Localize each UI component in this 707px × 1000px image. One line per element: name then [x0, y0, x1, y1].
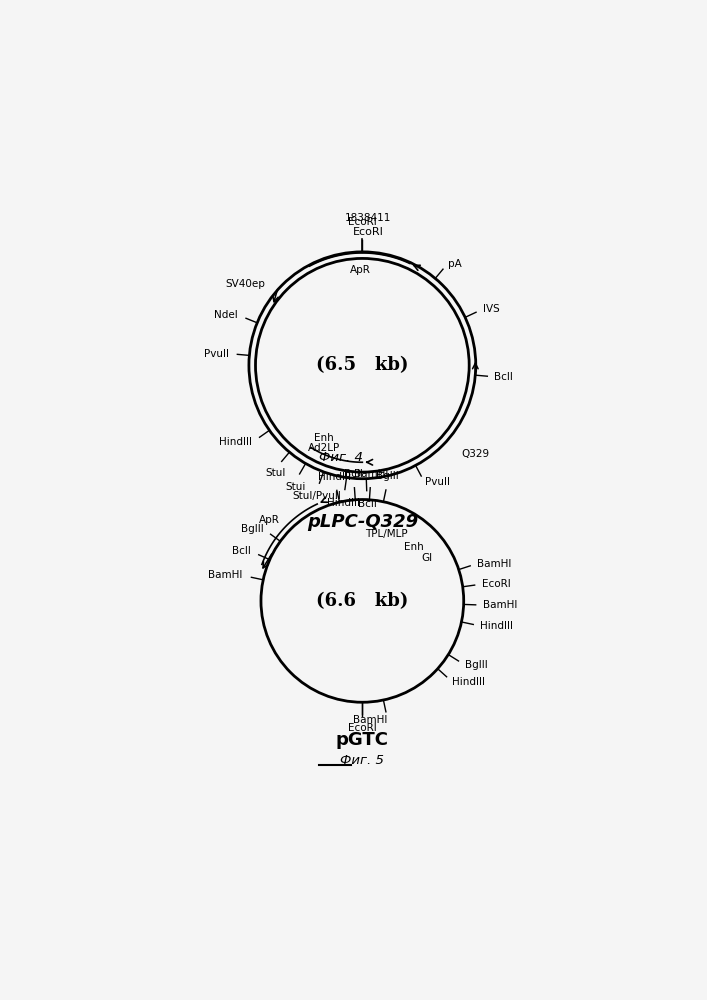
- Text: EcoRI: EcoRI: [348, 217, 377, 227]
- Text: HindIII: HindIII: [327, 498, 360, 508]
- Text: Pvull: Pvull: [204, 349, 228, 359]
- Text: BgIII: BgIII: [241, 524, 264, 534]
- Text: BgIII: BgIII: [376, 471, 399, 481]
- Text: Фиг. 5: Фиг. 5: [340, 754, 385, 767]
- Text: BcII: BcII: [232, 546, 251, 556]
- Text: EcoRI: EcoRI: [348, 723, 377, 733]
- Text: HindIII: HindIII: [452, 677, 485, 687]
- Text: Q329: Q329: [461, 449, 489, 459]
- Text: ApR: ApR: [259, 515, 279, 525]
- Text: pLPC-Q329: pLPC-Q329: [307, 513, 418, 531]
- Text: Pvull: Pvull: [425, 477, 450, 487]
- Text: Stul/Pvull: Stul/Pvull: [292, 491, 341, 501]
- Text: NdeI: NdeI: [214, 310, 238, 320]
- Text: (6.6   kb): (6.6 kb): [316, 592, 409, 610]
- Text: BamHI: BamHI: [354, 469, 388, 479]
- Text: TPL/MLP: TPL/MLP: [365, 529, 407, 539]
- Text: BcII: BcII: [494, 372, 513, 382]
- Text: BcII: BcII: [358, 499, 376, 509]
- Text: (6.5   kb): (6.5 kb): [316, 356, 409, 374]
- Text: HindIII: HindIII: [219, 437, 252, 447]
- Text: Stui: Stui: [285, 482, 305, 492]
- Text: 1838411: 1838411: [344, 213, 391, 223]
- Text: HindIII: HindIII: [318, 472, 351, 482]
- Text: IVS: IVS: [482, 304, 499, 314]
- Text: Enh: Enh: [314, 433, 334, 443]
- Text: pA: pA: [448, 259, 462, 269]
- Text: pGTC: pGTC: [336, 731, 389, 749]
- Text: GI: GI: [421, 553, 433, 563]
- Text: Enh: Enh: [404, 542, 423, 552]
- Text: Ad2LP: Ad2LP: [308, 443, 340, 453]
- Text: ApR: ApR: [349, 265, 370, 275]
- Text: HindIII: HindIII: [480, 621, 513, 631]
- Text: EcoRI: EcoRI: [481, 579, 510, 589]
- Text: SV40ep: SV40ep: [225, 279, 265, 289]
- Text: Stul: Stul: [266, 468, 286, 478]
- Text: BamHI: BamHI: [209, 570, 243, 580]
- Text: BamHI: BamHI: [483, 600, 518, 610]
- Text: BamHI: BamHI: [354, 715, 387, 725]
- Text: EcoRI: EcoRI: [352, 227, 383, 237]
- Text: BcII: BcII: [344, 469, 363, 479]
- Text: BamHI: BamHI: [477, 559, 511, 569]
- Text: BgIII: BgIII: [464, 660, 487, 670]
- Text: Фиг. 4: Фиг. 4: [319, 451, 363, 464]
